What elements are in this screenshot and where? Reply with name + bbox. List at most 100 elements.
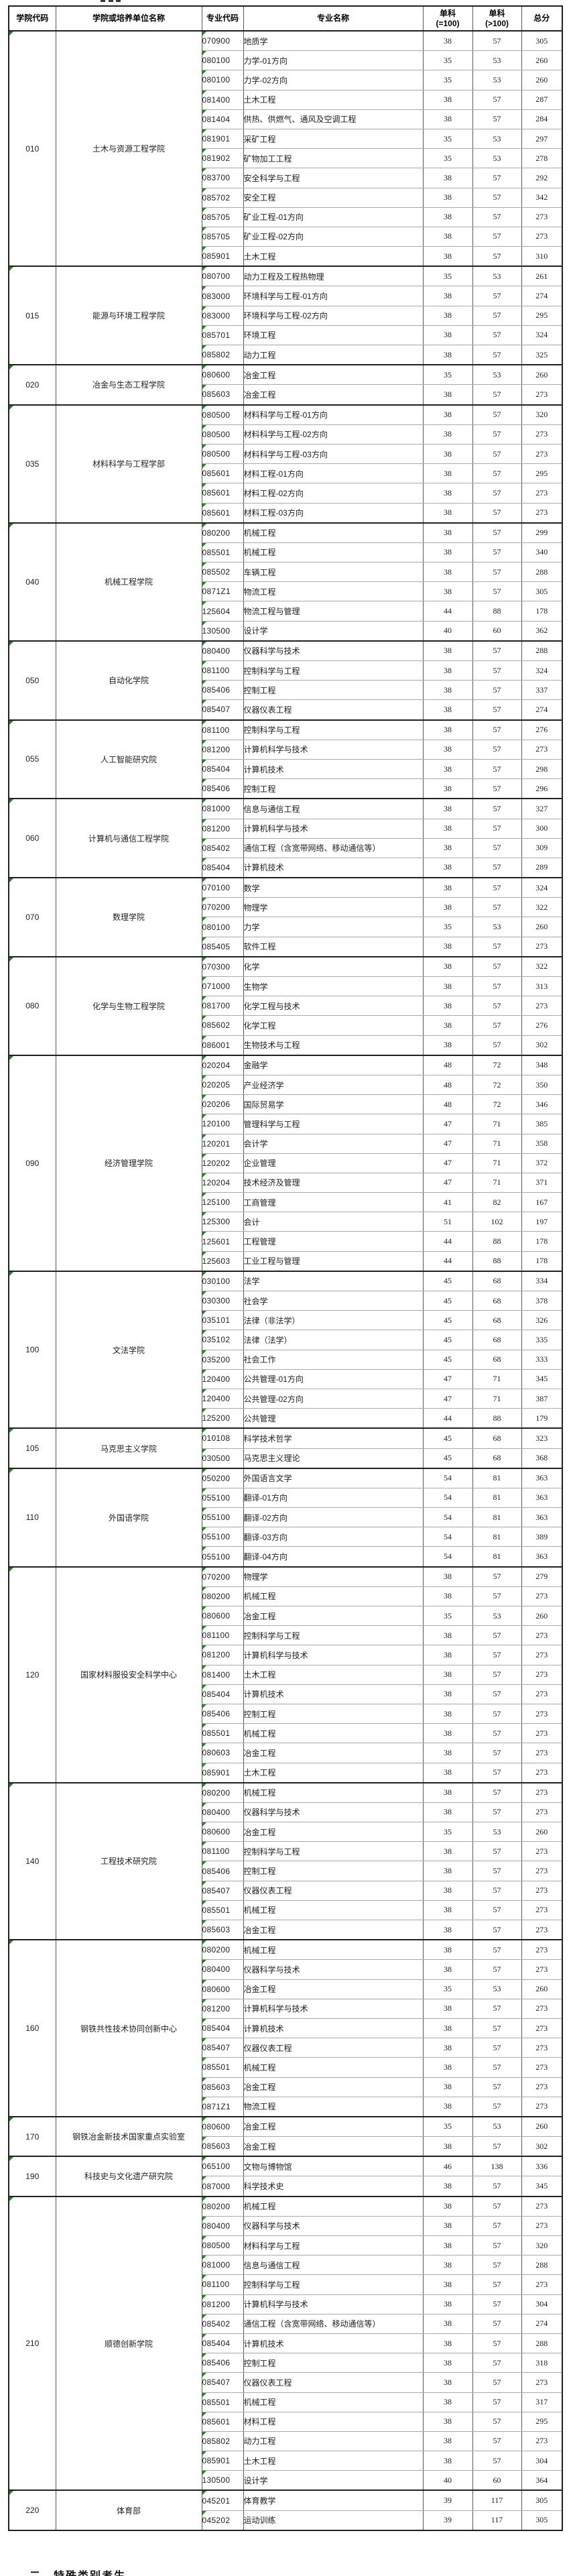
college-name-cell: 计算机与通信工程学院 <box>55 798 202 878</box>
table-row: 085404 计算机技术 38 57 273 <box>9 1684 563 1704</box>
score-single-gt100-cell: 57 <box>472 877 522 898</box>
major-code-cell: 130500 <box>201 620 244 642</box>
score-single-gt100-cell: 57 <box>472 187 522 208</box>
table-row: 125300 会计 51 102 197 <box>9 1212 563 1232</box>
major-name-cell: 冶金工程 <box>243 1979 424 1999</box>
score-single100-cell: 38 <box>422 758 473 780</box>
major-code-cell: 085502 <box>201 562 244 583</box>
score-single-gt100-cell: 57 <box>472 384 522 406</box>
major-name-cell: 机械工程 <box>243 1586 424 1607</box>
major-code-cell: 085603 <box>201 2136 244 2157</box>
major-name-cell: 公共管理-02方向 <box>243 1388 424 1409</box>
score-single-gt100-cell: 117 <box>472 2510 522 2531</box>
major-code-cell: 081404 <box>201 109 244 129</box>
college-name-cell: 数理学院 <box>55 877 202 957</box>
major-name-cell: 地质学 <box>243 30 424 52</box>
major-code-cell: 081400 <box>201 89 244 110</box>
major-name-cell: 信息与通信工程 <box>243 2255 424 2276</box>
major-name-cell: 机械工程 <box>243 522 424 543</box>
score-single-gt100-cell: 57 <box>472 1566 522 1587</box>
score-single-gt100-cell: 57 <box>472 246 522 267</box>
table-row: 105 马克思主义学院 010108 科学技术哲学 45 68 323 <box>8 1427 563 1469</box>
total-score-cell: 273 <box>521 1939 563 1960</box>
major-code-cell: 080400 <box>201 640 244 661</box>
table-row: 085603 冶金工程 38 57 273 <box>9 384 563 406</box>
major-code-cell: 085406 <box>201 1861 244 1881</box>
total-score-cell: 305 <box>521 581 563 602</box>
total-score-cell: 273 <box>521 2096 563 2117</box>
score-single100-cell: 38 <box>422 1664 473 1685</box>
total-score-cell: 273 <box>521 443 563 465</box>
score-single100-cell: 38 <box>422 443 473 465</box>
total-score-cell: 299 <box>521 522 563 543</box>
score-single-gt100-cell: 68 <box>472 1448 522 1469</box>
table-row: 080600 冶金工程 35 53 260 <box>9 1979 563 1999</box>
score-single-gt100-cell: 57 <box>472 2195 522 2217</box>
score-single100-cell: 45 <box>422 1290 473 1311</box>
score-single-gt100-cell: 57 <box>472 522 522 543</box>
total-score-cell: 273 <box>521 2372 563 2393</box>
table-row: 081200 计算机科学与技术 38 57 273 <box>9 1998 563 2019</box>
score-single100-cell: 47 <box>422 1133 473 1154</box>
college-name-cell: 自动化学院 <box>55 640 202 721</box>
score-single-gt100-cell: 53 <box>472 148 522 169</box>
major-name-cell: 会计 <box>243 1212 424 1232</box>
score-single-gt100-cell: 57 <box>472 1035 522 1056</box>
major-code-cell: 080600 <box>201 2115 244 2138</box>
score-single100-cell: 45 <box>422 1330 473 1350</box>
total-score-cell: 372 <box>521 1153 563 1173</box>
score-single100-cell: 38 <box>422 483 473 504</box>
table-row: 035102 法律（法学） 45 68 335 <box>9 1330 563 1350</box>
total-score-cell: 333 <box>521 1349 563 1370</box>
score-single100-cell: 38 <box>422 1015 473 1036</box>
major-code-cell: 120400 <box>201 1368 244 1389</box>
major-code-cell: 085601 <box>201 483 244 504</box>
college-name-cell: 化学与生物工程学院 <box>55 955 202 1056</box>
major-code-cell: 080500 <box>201 404 244 425</box>
score-single-gt100-cell: 53 <box>472 917 522 937</box>
table-row: 080 化学与生物工程学院 070300 化学 38 57 322 <box>8 955 563 1056</box>
score-single100-cell: 47 <box>422 1368 473 1389</box>
major-code-cell: 125601 <box>201 1231 244 1252</box>
table-row: 120202 企业管理 47 71 372 <box>9 1153 563 1173</box>
table-row: 085404 计算机技术 38 57 298 <box>9 758 563 780</box>
total-score-cell: 273 <box>521 2215 563 2237</box>
table-row: 015 能源与环境工程学院 080700 动力工程及工程热物理 35 53 261 <box>8 266 563 365</box>
total-score-cell: 273 <box>521 2038 563 2058</box>
score-single-gt100-cell: 57 <box>472 2215 522 2237</box>
score-single-gt100-cell: 81 <box>472 1467 522 1488</box>
total-score-cell: 260 <box>521 917 563 937</box>
major-code-cell: 085602 <box>201 1015 244 1036</box>
table-row: 081000 信息与通信工程 38 57 288 <box>9 2255 563 2276</box>
score-single-gt100-cell: 68 <box>472 1330 522 1350</box>
major-code-cell: 080603 <box>201 1743 244 1763</box>
score-single100-cell: 38 <box>422 2096 473 2117</box>
total-score-cell: 387 <box>521 1388 563 1409</box>
total-score-cell: 363 <box>521 1467 563 1488</box>
total-score-cell: 273 <box>521 2076 563 2097</box>
table-row: 210 顺德创新学院 080200 机械工程 38 57 273 <box>8 2195 563 2491</box>
table-row: 081901 采矿工程 35 53 297 <box>9 128 563 150</box>
college-name-cell: 材料科学与工程学部 <box>55 404 202 524</box>
score-single-gt100-cell: 57 <box>472 976 522 997</box>
score-single-gt100-cell: 57 <box>472 109 522 129</box>
score-single100-cell: 38 <box>422 463 473 484</box>
score-single100-cell: 38 <box>422 2411 473 2432</box>
score-single100-cell: 38 <box>422 996 473 1016</box>
major-name-cell: 社会学 <box>243 1290 424 1311</box>
score-single100-cell: 38 <box>422 1035 473 1056</box>
total-score-cell: 298 <box>521 758 563 780</box>
score-single100-cell: 48 <box>422 1074 473 1096</box>
total-score-cell: 300 <box>521 818 563 839</box>
table-row: 080400 仪器科学与技术 38 57 273 <box>9 2215 563 2237</box>
score-single100-cell: 41 <box>422 1192 473 1213</box>
total-score-cell: 323 <box>521 1427 563 1449</box>
score-single-gt100-cell: 71 <box>472 1172 522 1193</box>
major-code-cell: 120400 <box>201 1388 244 1409</box>
college-code-cell: 015 <box>8 266 56 365</box>
score-single-gt100-cell: 53 <box>472 1979 522 1999</box>
college-name-cell: 人工智能研究院 <box>55 719 202 799</box>
score-single100-cell: 40 <box>422 2470 473 2491</box>
major-name-cell: 控制工程 <box>243 778 424 799</box>
score-single100-cell: 38 <box>422 562 473 583</box>
